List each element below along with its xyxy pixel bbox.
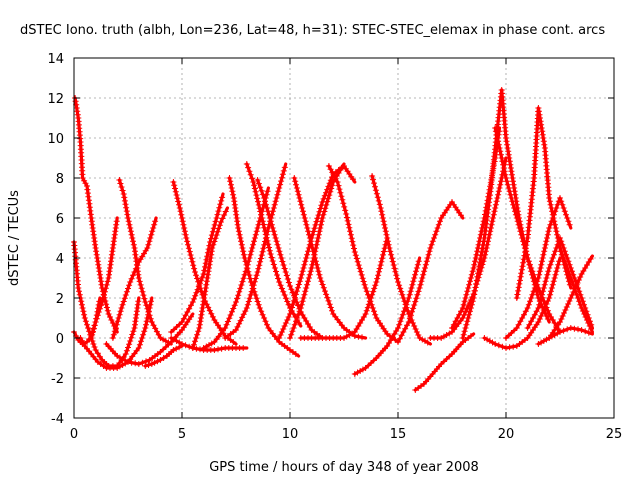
- series-arc: [170, 179, 238, 346]
- y-tick-label: 14: [47, 52, 64, 67]
- series-arc: [142, 344, 184, 369]
- series-markers: [142, 344, 183, 369]
- series-markers: [291, 175, 365, 341]
- data-series: [71, 87, 595, 393]
- series-markers: [395, 199, 464, 345]
- series-markers: [189, 208, 229, 351]
- series-arc: [297, 236, 390, 341]
- x-tick-label: 0: [70, 427, 78, 442]
- series-markers: [481, 258, 563, 351]
- series-markers: [88, 218, 120, 341]
- series-arc: [412, 332, 476, 393]
- series-arc: [325, 163, 400, 344]
- series-markers: [503, 195, 573, 341]
- series-arc: [459, 88, 505, 341]
- series-markers: [557, 245, 594, 332]
- series-markers: [325, 163, 399, 343]
- series-arc: [503, 195, 573, 341]
- series-arc: [546, 254, 594, 341]
- series-arc: [481, 256, 563, 351]
- y-tick-label: 10: [47, 132, 64, 147]
- series-markers: [524, 235, 595, 331]
- y-tick-label: -2: [51, 372, 64, 387]
- series-arc: [369, 173, 432, 346]
- series-markers: [297, 238, 390, 341]
- y-tick-label: 12: [47, 92, 64, 107]
- x-tick-label: 10: [282, 427, 299, 442]
- chart-title: dSTEC Iono. truth (albh, Lon=236, Lat=48…: [20, 23, 605, 38]
- series-markers: [412, 333, 474, 393]
- x-tick-label: 5: [178, 427, 186, 442]
- x-tick-label: 20: [498, 427, 515, 442]
- series-markers: [109, 218, 159, 341]
- x-tick-label: 25: [606, 427, 623, 442]
- series-arc: [103, 312, 195, 367]
- y-tick-label: 0: [56, 332, 64, 347]
- y-tick-label: -4: [51, 412, 64, 427]
- series-arc: [109, 216, 159, 341]
- series-markers: [535, 325, 592, 347]
- series-arc: [492, 125, 562, 334]
- y-tick-label: 4: [56, 252, 64, 267]
- series-arc: [189, 206, 229, 351]
- series-markers: [492, 125, 562, 332]
- series-arc: [535, 325, 594, 347]
- series-arc: [200, 186, 271, 351]
- y-axis-label: dSTEC / TECUs: [7, 190, 22, 286]
- series-arc: [71, 239, 142, 369]
- series-markers: [369, 173, 431, 346]
- series-arc: [77, 296, 154, 371]
- y-tick-label: 2: [56, 292, 64, 307]
- series-arc: [116, 177, 173, 346]
- series-arc: [287, 162, 346, 341]
- series-arc: [291, 175, 368, 341]
- x-tick-label: 15: [390, 427, 407, 442]
- series-markers: [103, 313, 194, 367]
- y-tick-label: 8: [56, 172, 64, 187]
- series-markers: [546, 256, 594, 341]
- series-markers: [459, 90, 505, 341]
- series-arc: [88, 216, 120, 341]
- series-markers: [200, 188, 271, 351]
- series-arc: [168, 192, 226, 335]
- y-tick-label: 6: [56, 212, 64, 227]
- series-arc: [557, 245, 594, 334]
- series-arc: [513, 105, 573, 301]
- series-arc: [524, 235, 595, 331]
- series-arc: [395, 199, 465, 345]
- x-axis-label: GPS time / hours of day 348 of year 2008: [209, 460, 479, 475]
- series-markers: [168, 194, 226, 335]
- axis-ticks: 0 5 10 15 20 25 -4 -2 0 2 4 6 8 10 12 14: [47, 52, 622, 442]
- plot-frame: [73, 57, 615, 419]
- series-markers: [116, 177, 172, 346]
